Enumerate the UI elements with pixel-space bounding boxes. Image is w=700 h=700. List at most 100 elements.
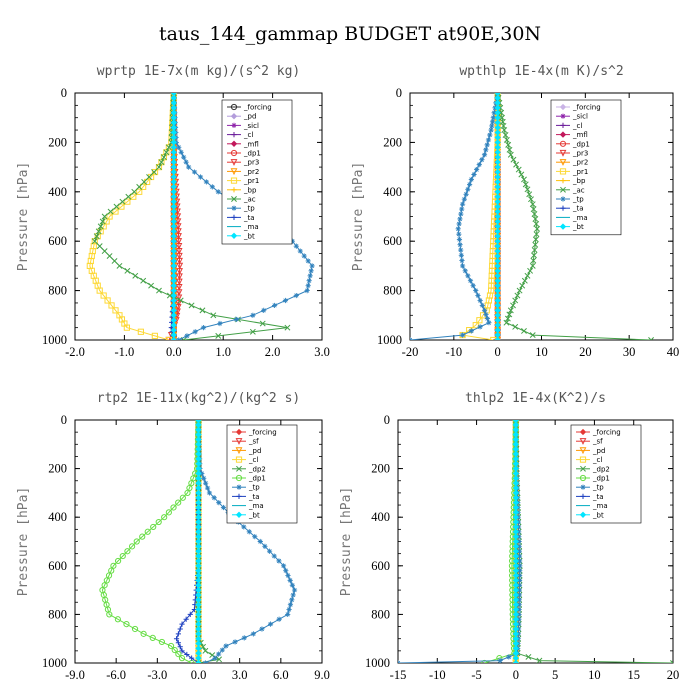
- series-point-ac: [532, 241, 539, 248]
- series-point-ac: [177, 297, 184, 304]
- panel-title: wpthlp 1E-4x(m K)/s^2: [459, 64, 623, 79]
- x-tick-label: 6.0: [273, 668, 289, 682]
- series-point-tp: [257, 538, 263, 545]
- series-point-pr1: [123, 324, 130, 331]
- series-point-tp: [485, 137, 492, 143]
- figure-title: taus_144_gammap BUDGET at90E,30N: [159, 23, 541, 45]
- series-point-ac: [163, 149, 170, 156]
- series-point-pr3: [175, 283, 183, 291]
- series-point-tp: [491, 110, 497, 116]
- series-point-dp1: [175, 650, 182, 658]
- legend-label: _dp1: [592, 475, 610, 483]
- legend-label: _pr1: [243, 177, 259, 185]
- series-point-tp: [217, 320, 223, 327]
- series-point-tp: [206, 490, 213, 496]
- series-point-tp: [280, 563, 287, 569]
- series-point-tp: [467, 278, 474, 284]
- series-point-ac: [188, 302, 195, 309]
- series-point-ac: [507, 151, 514, 158]
- series-point-tp: [481, 152, 488, 158]
- series-point-tp: [201, 475, 207, 481]
- series-point-dp1: [155, 518, 162, 526]
- series-group: [99, 420, 298, 663]
- series-point-ac: [215, 332, 222, 339]
- series-point-dp1: [184, 489, 191, 496]
- legend-marker: [559, 149, 567, 157]
- series-point-tp: [200, 325, 207, 331]
- series-point-tp: [459, 206, 465, 212]
- series-point-tp: [516, 597, 522, 603]
- panel-title: wprtp 1E-7x(m kg)/(s^2 kg): [97, 64, 301, 79]
- series-point-tp: [516, 582, 523, 588]
- legend-marker: [230, 159, 238, 166]
- x-tick-label: 3.0: [314, 345, 330, 359]
- legend-label: _ta: [243, 214, 255, 222]
- series-point-pr1: [112, 307, 119, 314]
- series-point-tp: [516, 548, 522, 554]
- legend-marker: [235, 428, 243, 436]
- series-point-dp1: [131, 625, 139, 633]
- series-point-tp: [457, 216, 463, 222]
- series-point-ac: [530, 206, 537, 213]
- series-point-tp: [305, 258, 311, 264]
- series-point-tp: [489, 123, 495, 129]
- series-point-dp1: [124, 548, 131, 555]
- x-tick-label: 0.0: [191, 668, 207, 682]
- legend-marker: [560, 205, 566, 211]
- series-point-pr1: [130, 193, 137, 200]
- y-tick-label: 600: [383, 234, 402, 248]
- series-point-dp1: [103, 577, 110, 584]
- series-point-ac: [113, 203, 120, 210]
- series-point-tp: [267, 621, 274, 627]
- series-point-ac: [514, 292, 521, 299]
- series-point-tp: [460, 332, 466, 338]
- legend-label: _pd: [248, 447, 261, 455]
- series-point-ac: [111, 258, 118, 264]
- series-point-tp: [459, 258, 465, 264]
- legend-label: _dp1: [572, 140, 590, 148]
- x-tick-label: -9.0: [65, 668, 85, 682]
- series-point-ac: [93, 233, 100, 240]
- y-axis-label: Pressure [hPa]: [351, 162, 366, 272]
- legend-label: _forcing: [243, 104, 272, 112]
- series-point-tp: [516, 543, 522, 549]
- series-point-pr1: [100, 292, 107, 299]
- series-point-ta: [177, 644, 183, 650]
- series-point-tp: [516, 592, 522, 598]
- series-point-ac: [96, 243, 103, 250]
- series-point-tp: [287, 602, 294, 608]
- series-point-tp: [489, 119, 496, 125]
- series-point-dp1: [101, 582, 108, 589]
- legend-label: _dp1: [243, 150, 261, 158]
- legend-marker: [236, 493, 242, 499]
- legend-marker: [230, 103, 238, 111]
- legend: _forcing_pd_sicl_cl_mfl_dp1_pr3_pr2_pr1_…: [221, 99, 293, 245]
- series-point-tp: [259, 626, 265, 632]
- chart-panel-1: wprtp 1E-7x(m kg)/(s^2 kg) Pressure [hPa]…: [16, 64, 330, 359]
- series-point-pr1: [112, 208, 119, 215]
- x-tick-label: -20: [402, 345, 419, 359]
- legend-marker: [579, 456, 587, 463]
- y-tick-label: 200: [48, 462, 67, 476]
- series-point-dp1: [140, 630, 147, 637]
- series-point-tp: [461, 196, 467, 202]
- series-point-ac: [156, 287, 162, 294]
- series-point-tp: [289, 238, 295, 244]
- legend-label: _pr1: [572, 168, 588, 176]
- series-point-tp: [271, 553, 277, 559]
- series-point-dp1: [119, 552, 126, 560]
- series-point-tp: [250, 631, 256, 637]
- series-point-dp1: [170, 504, 177, 511]
- series-point-pr3: [176, 257, 183, 265]
- legend-label: _sicl: [243, 122, 259, 130]
- legend-marker: [560, 113, 566, 119]
- series-point-dp1: [108, 567, 115, 574]
- y-tick-label: 200: [48, 135, 67, 149]
- legend-label: _bp: [243, 186, 257, 194]
- series-point-tp: [463, 191, 469, 197]
- series-point-bt: [512, 659, 520, 663]
- series-point-dp1: [110, 562, 117, 569]
- series-point-dp1: [149, 634, 156, 641]
- legend-marker: [559, 140, 567, 147]
